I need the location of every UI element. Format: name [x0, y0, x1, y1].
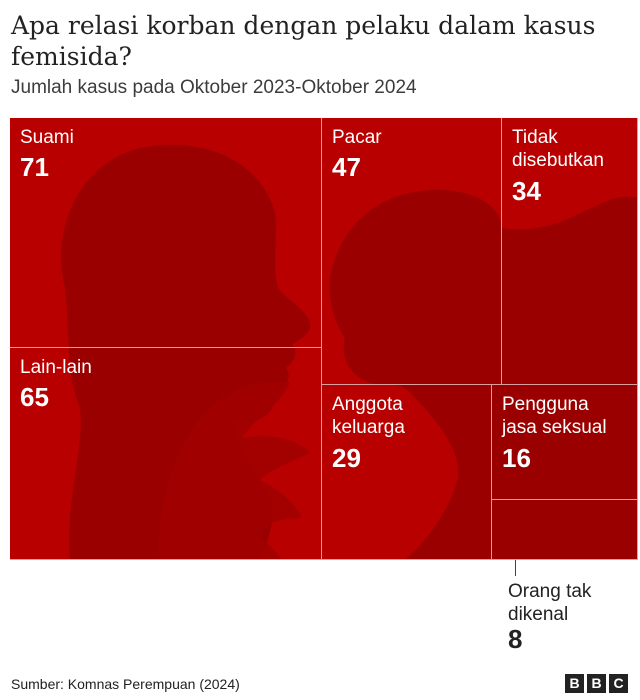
bbc-logo-letter: B [565, 674, 584, 693]
bbc-logo-letter: C [609, 674, 628, 693]
tile-value: 71 [20, 152, 49, 182]
silhouette-illustration [61, 144, 638, 560]
tile-label: Pengguna jasa seksual [502, 394, 607, 438]
hand-silhouette [159, 381, 310, 560]
tile-value: 47 [332, 152, 361, 182]
source-note: Sumber: Komnas Perempuan (2024) [11, 676, 240, 692]
tile-label: Pacar [332, 127, 382, 148]
treemap-chart: Suami 71 Lain-lain 65 Pacar 47 Tidak disebutkan… [10, 118, 638, 560]
callout-value-orang-tak-dikenal: 8 [508, 624, 523, 654]
tile-pacar: Pacar 47 [322, 118, 502, 385]
tile-anggota-keluarga: Anggota keluarga 29 [322, 385, 492, 560]
chart-title: Apa relasi korban dengan pelaku dalam ka… [11, 11, 596, 71]
tile-label: Lain-lain [20, 357, 92, 378]
dark-tile-orang [492, 500, 638, 560]
tile-orang-tak-dikenal [492, 500, 638, 560]
chart-subtitle: Jumlah kasus pada Oktober 2023-Oktober 2… [11, 77, 417, 98]
tile-value: 65 [20, 382, 49, 412]
bbc-logo: B B C [565, 674, 628, 693]
tile-label: Tidak disebutkan [512, 127, 604, 171]
tile-value: 34 [512, 176, 541, 206]
callout-label-orang-tak-dikenal: Orang tak dikenal [508, 581, 592, 625]
dark-tile-pengguna [492, 385, 638, 500]
tile-tidak-disebutkan: Tidak disebutkan 34 [502, 118, 638, 385]
male-silhouette [61, 144, 311, 560]
tile-lain-lain: Lain-lain 65 [10, 348, 322, 560]
tile-value: 29 [332, 443, 361, 473]
tile-suami: Suami 71 [10, 118, 322, 348]
tile-pengguna-jasa: Pengguna jasa seksual 16 [492, 385, 638, 500]
tile-value: 16 [502, 443, 531, 473]
bbc-logo-letter: B [587, 674, 606, 693]
tile-label: Anggota keluarga [332, 394, 405, 438]
callout-line [515, 560, 516, 576]
tile-label: Suami [20, 127, 74, 148]
